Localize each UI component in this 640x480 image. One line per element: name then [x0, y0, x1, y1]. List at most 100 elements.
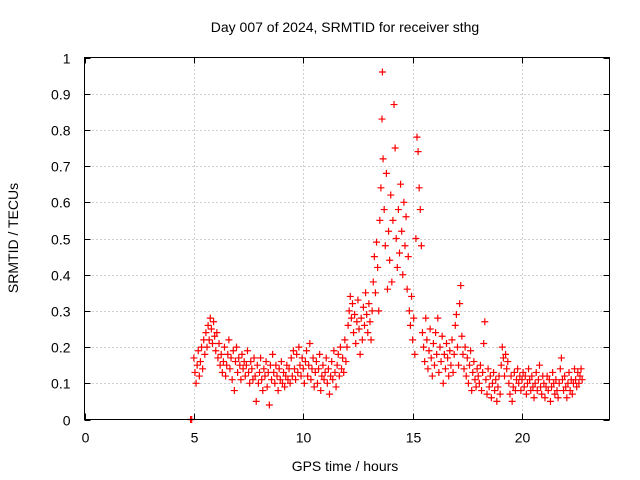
data-point	[230, 387, 238, 395]
data-point	[478, 387, 486, 395]
data-point	[294, 368, 302, 376]
data-point	[371, 289, 379, 297]
data-point	[523, 379, 531, 387]
data-point	[434, 314, 442, 322]
data-point	[543, 372, 551, 380]
data-point	[451, 321, 459, 329]
data-point	[462, 372, 470, 380]
data-point	[378, 68, 386, 76]
data-point	[421, 358, 429, 366]
data-point	[445, 372, 453, 380]
data-point	[482, 376, 490, 384]
data-point	[272, 361, 280, 369]
data-point	[251, 372, 259, 380]
y-tick-label: 0.7	[51, 159, 71, 175]
data-point	[246, 379, 254, 387]
data-point	[339, 354, 347, 362]
x-tick-labels: 0 5 10 15 20	[82, 430, 531, 446]
data-point	[431, 361, 438, 369]
y-tick-label: 0.6	[51, 195, 71, 211]
data-point	[370, 253, 378, 261]
data-point	[428, 372, 436, 380]
data-point	[298, 354, 306, 362]
data-point	[217, 350, 225, 358]
data-point	[234, 368, 242, 376]
data-point	[548, 383, 556, 391]
data-point	[496, 390, 504, 398]
data-point	[256, 368, 263, 376]
data-point	[476, 361, 484, 369]
data-point	[514, 365, 522, 373]
data-point	[390, 101, 398, 109]
data-point	[571, 365, 578, 373]
data-point	[208, 339, 216, 347]
data-point	[400, 198, 408, 206]
data-point	[340, 368, 348, 376]
data-point	[333, 361, 341, 369]
axis-ticks	[84, 57, 610, 421]
data-point	[202, 329, 210, 337]
data-point	[375, 307, 383, 315]
data-point	[327, 372, 335, 380]
y-axis-title: SRMTID / TECUs	[5, 183, 21, 293]
data-point	[344, 321, 352, 329]
data-point	[312, 358, 320, 366]
data-point	[265, 401, 273, 409]
data-point	[541, 394, 549, 402]
data-point	[386, 256, 394, 264]
data-point	[492, 376, 500, 384]
data-point	[490, 368, 498, 376]
data-point	[506, 390, 514, 398]
data-point	[304, 372, 312, 380]
data-point	[374, 263, 382, 271]
data-point	[480, 339, 488, 347]
data-point	[289, 347, 297, 355]
data-point	[414, 148, 422, 156]
data-point	[362, 289, 370, 297]
data-point	[536, 361, 543, 369]
data-point	[278, 379, 286, 387]
data-point	[248, 365, 256, 373]
data-point	[447, 361, 455, 369]
data-point	[336, 343, 344, 351]
data-point	[322, 354, 330, 362]
data-point	[502, 350, 510, 358]
data-point	[368, 307, 376, 315]
data-point	[235, 354, 243, 362]
data-point	[408, 292, 416, 300]
data-point	[214, 354, 222, 362]
data-point	[508, 397, 516, 405]
data-point	[563, 394, 571, 402]
data-point	[354, 296, 362, 304]
data-point	[229, 347, 237, 355]
data-point	[576, 372, 584, 380]
data-point	[388, 278, 396, 286]
data-point	[271, 379, 279, 387]
data-point	[351, 311, 359, 319]
data-point	[460, 365, 468, 373]
data-point	[409, 336, 417, 344]
data-point	[397, 180, 405, 188]
data-point	[342, 358, 350, 366]
data-point	[210, 318, 218, 326]
data-point	[426, 325, 434, 333]
data-point	[416, 206, 424, 214]
data-point	[204, 321, 212, 329]
data-point	[560, 387, 568, 395]
data-point	[470, 358, 478, 366]
data-point	[212, 347, 220, 355]
data-point	[483, 390, 491, 398]
data-point	[328, 358, 336, 366]
data-point	[195, 372, 203, 380]
data-point	[463, 354, 471, 362]
data-point	[313, 379, 321, 387]
data-point	[261, 372, 269, 380]
data-point	[392, 235, 400, 242]
data-point	[438, 332, 446, 340]
data-point	[238, 350, 246, 358]
data-point	[332, 383, 340, 391]
data-point	[249, 376, 257, 384]
data-point	[277, 358, 285, 366]
data-point	[441, 365, 449, 373]
data-point	[568, 390, 576, 398]
